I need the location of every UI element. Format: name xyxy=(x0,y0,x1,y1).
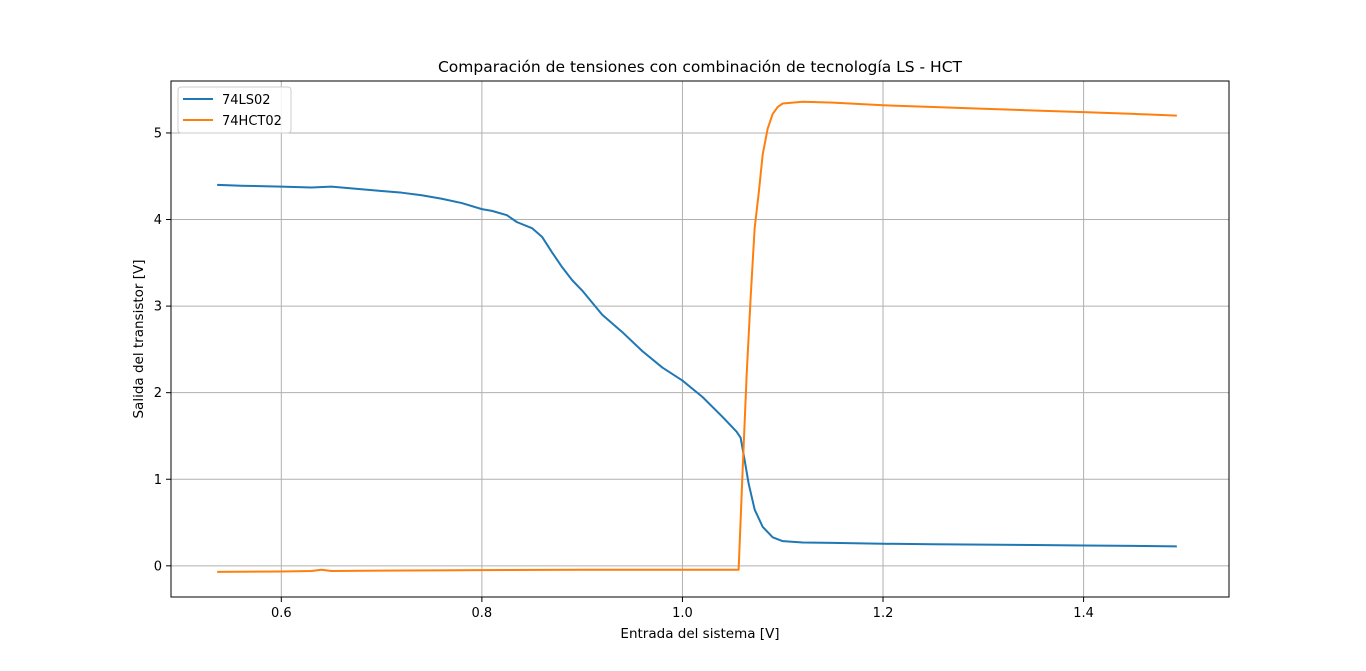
y-tick-label: 5 xyxy=(154,126,162,141)
y-axis-label: Salida del transistor [V] xyxy=(131,259,147,418)
series-line-74ls02 xyxy=(217,183,1177,548)
x-axis-ticks: 0.6 0.8 1.0 1.2 1.4 xyxy=(271,597,1094,621)
legend-label-74hct02: 74HCT02 xyxy=(222,114,282,129)
y-axis-ticks: 0 1 2 3 4 5 xyxy=(154,126,171,574)
plot-frame xyxy=(170,80,1230,598)
x-tick-label: 0.6 xyxy=(271,606,292,621)
x-axis-label: Entrada del sistema [V] xyxy=(620,626,779,642)
y-tick-label: 3 xyxy=(154,300,162,315)
y-tick-label: 0 xyxy=(154,559,162,574)
y-tick-label: 4 xyxy=(154,213,162,228)
plot-background xyxy=(171,81,1229,597)
grid-lines xyxy=(171,81,1229,597)
x-tick-label: 1.4 xyxy=(1073,606,1094,621)
x-tick-label: 1.0 xyxy=(672,606,693,621)
y-tick-label: 1 xyxy=(154,473,162,488)
y-tick-label: 2 xyxy=(154,386,162,401)
series-line-74hct02 xyxy=(217,100,1177,573)
legend-label-74ls02: 74LS02 xyxy=(222,93,271,108)
chart-title: Comparación de tensiones con combinación… xyxy=(438,58,963,76)
x-tick-label: 0.8 xyxy=(472,606,493,621)
x-tick-label: 1.2 xyxy=(873,606,894,621)
series-lines xyxy=(217,100,1177,573)
legend: 74LS02 74HCT02 xyxy=(177,86,292,134)
